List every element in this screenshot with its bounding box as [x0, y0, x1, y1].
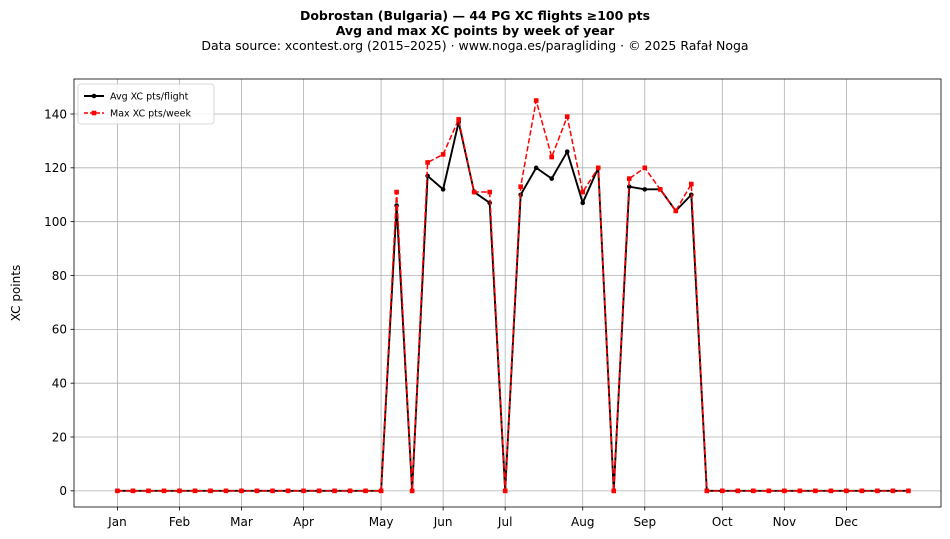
data-point-max: [518, 184, 523, 189]
data-point-max: [766, 488, 772, 494]
data-point-avg: [642, 187, 648, 192]
legend-marker-max: [91, 110, 97, 116]
data-point-max: [363, 488, 368, 494]
series-line-max: [117, 99, 909, 492]
y-tick-label: 0: [59, 484, 67, 498]
data-point-max: [813, 488, 818, 494]
legend-box: [77, 83, 215, 125]
data-point-max: [580, 189, 586, 195]
x-tick-label: Jan: [107, 515, 127, 529]
data-point-max: [316, 488, 322, 494]
data-point-max: [875, 488, 880, 494]
data-point-max: [223, 488, 229, 494]
data-point-max: [549, 154, 555, 160]
chart-source: Data source: xcontest.org (2015–2025) · …: [201, 38, 749, 53]
data-point-max: [595, 165, 601, 171]
plot-frame: [73, 78, 942, 508]
y-tick-label: 120: [44, 161, 67, 175]
data-point-max: [378, 488, 384, 494]
data-point-max: [751, 488, 756, 494]
data-point-max: [208, 488, 213, 494]
x-tick-label: Aug: [571, 515, 594, 529]
data-point-max: [890, 488, 896, 494]
data-point-max: [192, 488, 198, 494]
x-axis-ticks: Jan Feb Mar Apr May Jun Jul Aug Sep Oct Nov Dec: [107, 507, 858, 529]
x-tick-label: May: [369, 515, 394, 529]
data-point-avg: [549, 176, 555, 181]
y-axis-label: XC points: [9, 265, 23, 321]
data-point-max: [859, 488, 865, 494]
data-point-max: [254, 488, 260, 494]
data-point-max: [688, 181, 694, 187]
data-point-max: [130, 488, 136, 494]
x-tick-label: Nov: [773, 515, 796, 529]
data-point-max: [394, 189, 399, 195]
data-point-max: [270, 488, 275, 494]
data-point-max: [704, 488, 710, 494]
data-point-max: [161, 488, 167, 494]
data-point-max: [409, 488, 415, 494]
legend-label: Max XC pts/week: [110, 109, 191, 120]
data-point-max: [533, 98, 539, 103]
data-point-max: [657, 187, 663, 192]
x-tick-label: Sep: [633, 515, 656, 529]
y-tick-label: 60: [52, 323, 67, 337]
data-point-max: [720, 488, 725, 494]
data-point-max: [177, 488, 182, 494]
data-point-max: [146, 488, 151, 494]
data-point-max: [611, 488, 617, 494]
data-point-max: [797, 488, 803, 494]
x-tick-label: Jun: [433, 515, 453, 529]
data-point-max: [115, 488, 120, 494]
data-point-max: [642, 165, 648, 171]
data-point-max: [906, 488, 911, 494]
data-point-avg: [533, 165, 539, 171]
data-point-max: [502, 488, 508, 494]
chart-title: Dobrostan (Bulgaria) — 44 PG XC flights …: [299, 8, 651, 23]
data-point-max: [347, 488, 353, 494]
data-point-max: [626, 176, 632, 181]
data-point-max: [440, 152, 446, 157]
data-point-max: [782, 488, 787, 494]
series-group: [115, 98, 911, 494]
data-point-max: [332, 488, 337, 494]
chart-subtitle: Avg and max XC points by week of year: [335, 23, 615, 38]
data-point-max: [301, 488, 306, 494]
data-point-max: [828, 488, 834, 494]
y-tick-label: 100: [44, 215, 67, 229]
y-tick-label: 20: [52, 430, 67, 444]
x-tick-label: Apr: [293, 515, 314, 529]
y-tick-label: 80: [52, 269, 67, 283]
legend-label: Avg XC pts/flight: [110, 92, 189, 103]
data-point-max: [471, 189, 477, 195]
data-point-max: [735, 488, 741, 494]
data-point-avg: [580, 200, 586, 206]
x-tick-label: Jul: [497, 515, 512, 529]
data-point-avg: [626, 184, 632, 189]
chart-title-block: Dobrostan (Bulgaria) — 44 PG XC flights …: [0, 8, 950, 53]
data-point-max: [487, 189, 492, 195]
x-tick-label: Dec: [835, 515, 858, 529]
series-line-avg: [117, 121, 909, 492]
data-point-avg: [440, 187, 446, 192]
data-point-max: [456, 117, 461, 122]
x-tick-label: Feb: [169, 515, 190, 529]
x-tick-label: Mar: [230, 515, 253, 529]
series-max: [115, 98, 911, 494]
data-point-avg: [564, 149, 570, 154]
data-point-max: [239, 488, 244, 494]
data-point-max: [285, 488, 291, 494]
y-axis-ticks: 0 20 40 60 80 100 120 140: [44, 107, 74, 498]
y-tick-label: 140: [44, 107, 67, 121]
x-tick-label: Oct: [712, 515, 733, 529]
data-point-max: [425, 160, 430, 165]
data-point-max: [564, 114, 570, 119]
data-point-max: [673, 208, 679, 214]
legend-marker-avg: [91, 93, 97, 99]
data-point-max: [844, 488, 849, 494]
y-tick-label: 40: [52, 376, 67, 390]
legend: Avg XC pts/flight Max XC pts/week: [77, 83, 215, 125]
